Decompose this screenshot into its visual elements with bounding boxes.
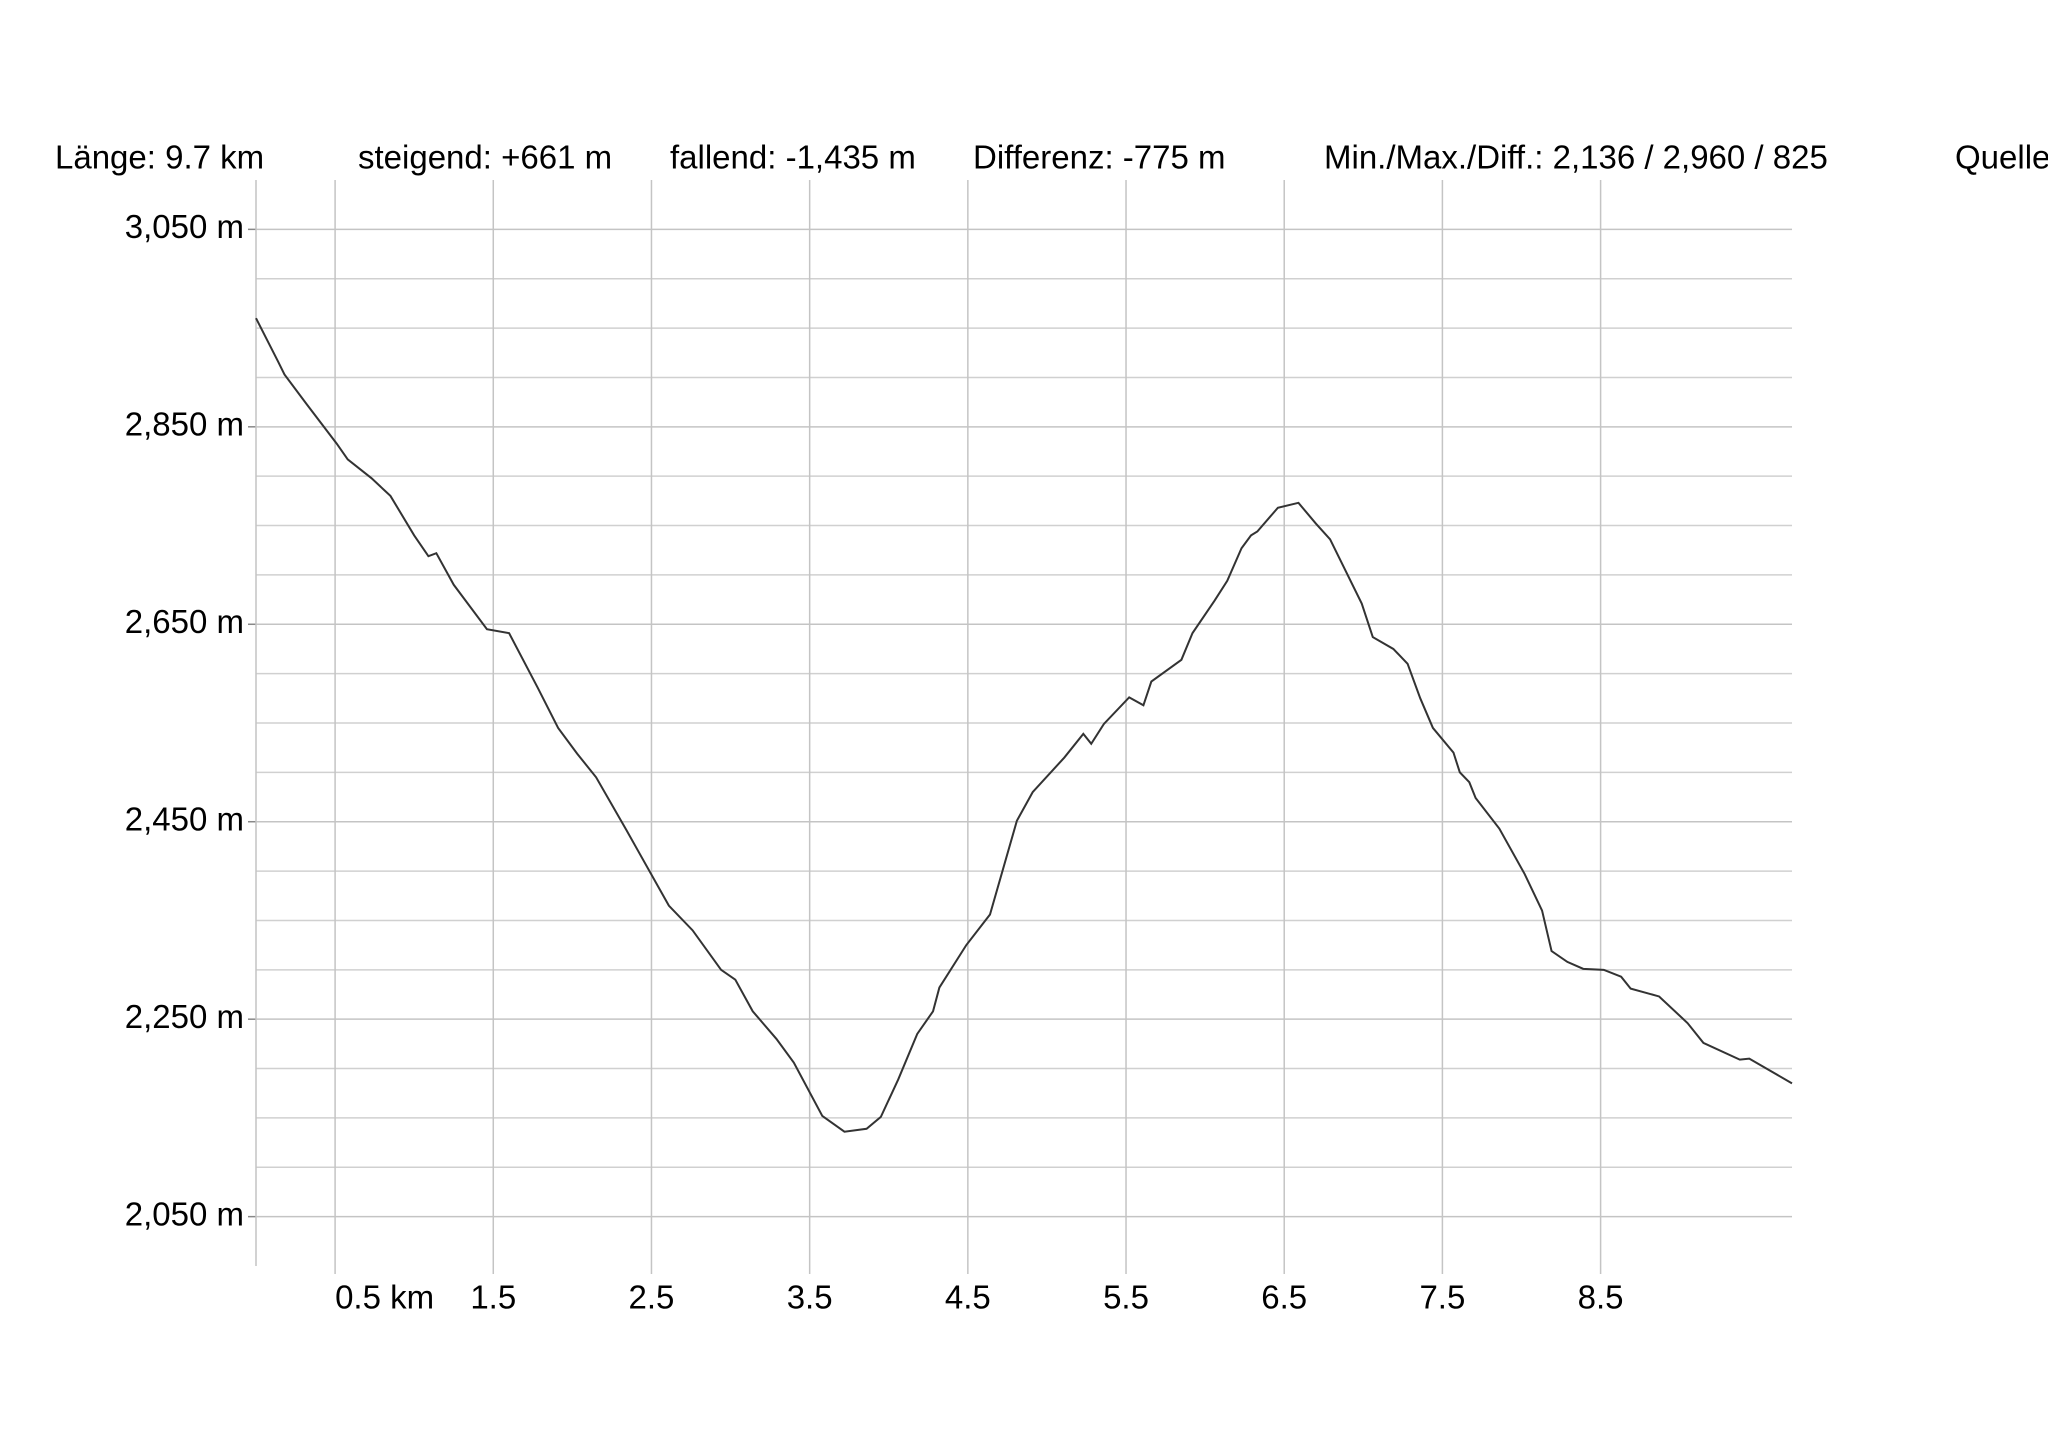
header-stat: fallend: -1,435 m [670, 139, 916, 176]
y-tick-label: 2,850 m [125, 406, 244, 443]
x-tick-label: 1.5 [470, 1279, 516, 1316]
x-tick-label: 4.5 [945, 1279, 991, 1316]
y-tick-label: 2,050 m [125, 1195, 244, 1232]
y-tick-label: 2,250 m [125, 998, 244, 1035]
header-stat: Länge: 9.7 km [55, 139, 264, 176]
x-tick-label: 6.5 [1261, 1279, 1307, 1316]
header-stat: Differenz: -775 m [973, 139, 1226, 176]
elevation-line [255, 317, 1793, 1133]
x-tick-label: 8.5 [1578, 1279, 1624, 1316]
x-tick-label: 0.5 km [335, 1279, 434, 1316]
x-tick-label: 7.5 [1419, 1279, 1465, 1316]
y-tick-label: 2,650 m [125, 603, 244, 640]
header-stat: Quelle [1955, 139, 2048, 176]
y-tick-label: 3,050 m [125, 208, 244, 245]
x-tick-label: 3.5 [787, 1279, 833, 1316]
header-stat: Min./Max./Diff.: 2,136 / 2,960 / 825 [1324, 139, 1828, 176]
x-tick-label: 5.5 [1103, 1279, 1149, 1316]
header-stat: steigend: +661 m [358, 139, 612, 176]
y-tick-label: 2,450 m [125, 800, 244, 837]
x-tick-label: 2.5 [629, 1279, 675, 1316]
